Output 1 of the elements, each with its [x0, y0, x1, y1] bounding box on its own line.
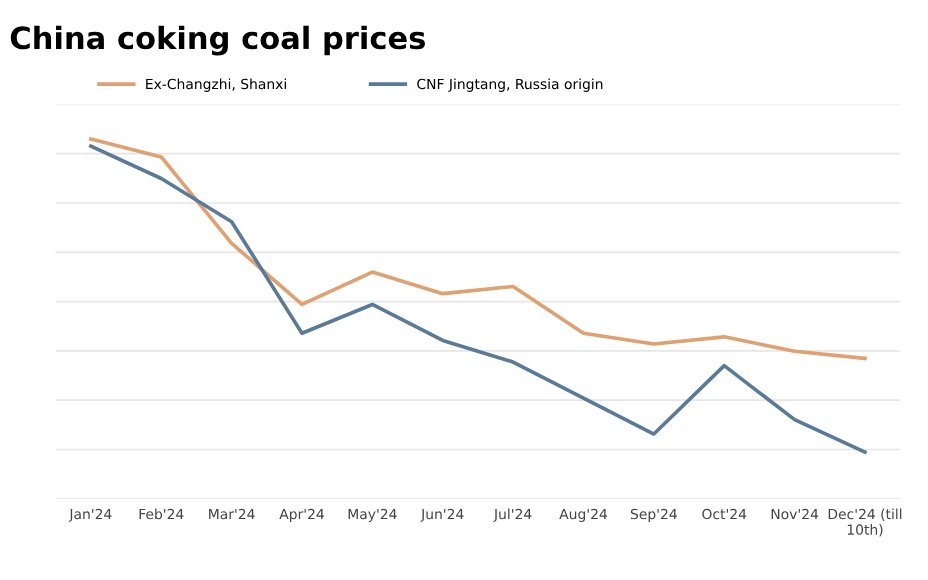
- chart-title: China coking coal prices: [10, 25, 425, 56]
